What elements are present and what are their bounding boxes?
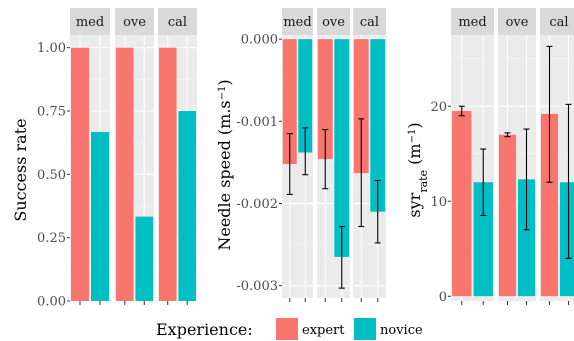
bar-med-expert	[71, 47, 89, 301]
facet-strip-med	[70, 8, 110, 35]
facet-strip-med	[282, 8, 313, 35]
facet-label-med: med	[283, 15, 311, 30]
bar-cal-novice	[370, 39, 386, 212]
y-tick-label: -0.002	[236, 197, 278, 212]
panel-success: 0.00 0.25 0.50 0.75 1.00 med ove cal	[37, 8, 197, 310]
panel-syr: 0 10 20 med ove cal	[430, 8, 574, 305]
y-tick-label: 0	[439, 290, 447, 305]
y-tick-label: 1.00	[37, 41, 66, 56]
y-tick-label: 0.50	[37, 168, 66, 183]
panel-speed: 0.000 -0.001 -0.002 -0.003 med ove cal	[236, 8, 386, 302]
legend-key-expert	[276, 318, 298, 340]
y-tick-label: 0.00	[37, 295, 66, 310]
y-label-success: Success rate	[11, 118, 30, 221]
bar-ove-expert	[317, 39, 333, 160]
facet-label-ove: ove	[322, 15, 345, 30]
bar-ove-novice	[334, 39, 350, 257]
y-tick-label: 0.000	[241, 33, 278, 48]
facet-label-med: med	[458, 15, 486, 30]
facet-strip-cal	[540, 8, 574, 35]
bar-ove-novice	[135, 216, 154, 301]
facet-label-cal: cal	[360, 15, 379, 30]
facet-label-cal: cal	[168, 15, 187, 30]
bar-ove-expert	[498, 134, 517, 297]
legend-label-expert: expert	[302, 323, 345, 338]
bar-med-expert	[452, 111, 472, 297]
legend-label-novice: novice	[380, 323, 423, 338]
bar-ove-expert	[115, 47, 134, 301]
facet-strip-med	[451, 8, 494, 35]
facet-label-med: med	[76, 15, 104, 30]
bar-med-novice	[473, 182, 493, 297]
bar-med-expert	[282, 39, 297, 165]
bar-cal-expert	[353, 39, 369, 174]
y-tick-label: -0.001	[236, 115, 278, 130]
y-tick-label: 0.25	[37, 231, 66, 246]
facet-strip-ove	[498, 8, 536, 35]
facet-strip-cal	[353, 8, 386, 35]
y-tick-label: 10	[430, 195, 447, 210]
bar-ove-novice	[517, 179, 536, 297]
facet-label-ove: ove	[506, 15, 529, 30]
bar-cal-expert	[540, 113, 559, 297]
facet-label-ove: ove	[123, 15, 146, 30]
bar-cal-novice	[178, 111, 197, 301]
y-tick-label: -0.003	[236, 279, 278, 294]
facet-strip-ove	[317, 8, 350, 35]
legend: Experience: expert novice	[156, 318, 423, 340]
bar-med-novice	[91, 132, 109, 301]
facet-strip-ove	[115, 8, 154, 35]
legend-title: Experience:	[156, 320, 253, 339]
facet-label-cal: cal	[549, 15, 568, 30]
y-label-speed: Needle speed (m.s−1)	[215, 79, 234, 250]
bar-cal-expert	[158, 47, 177, 301]
y-label-syr: syrrate (m−1)	[405, 122, 430, 217]
facet-strip-cal	[158, 8, 197, 35]
bar-med-novice	[298, 39, 313, 153]
y-tick-label: 0.75	[37, 105, 66, 120]
legend-key-novice	[354, 318, 376, 340]
y-tick-label: 20	[430, 100, 447, 115]
bar-cal-novice	[559, 182, 574, 297]
